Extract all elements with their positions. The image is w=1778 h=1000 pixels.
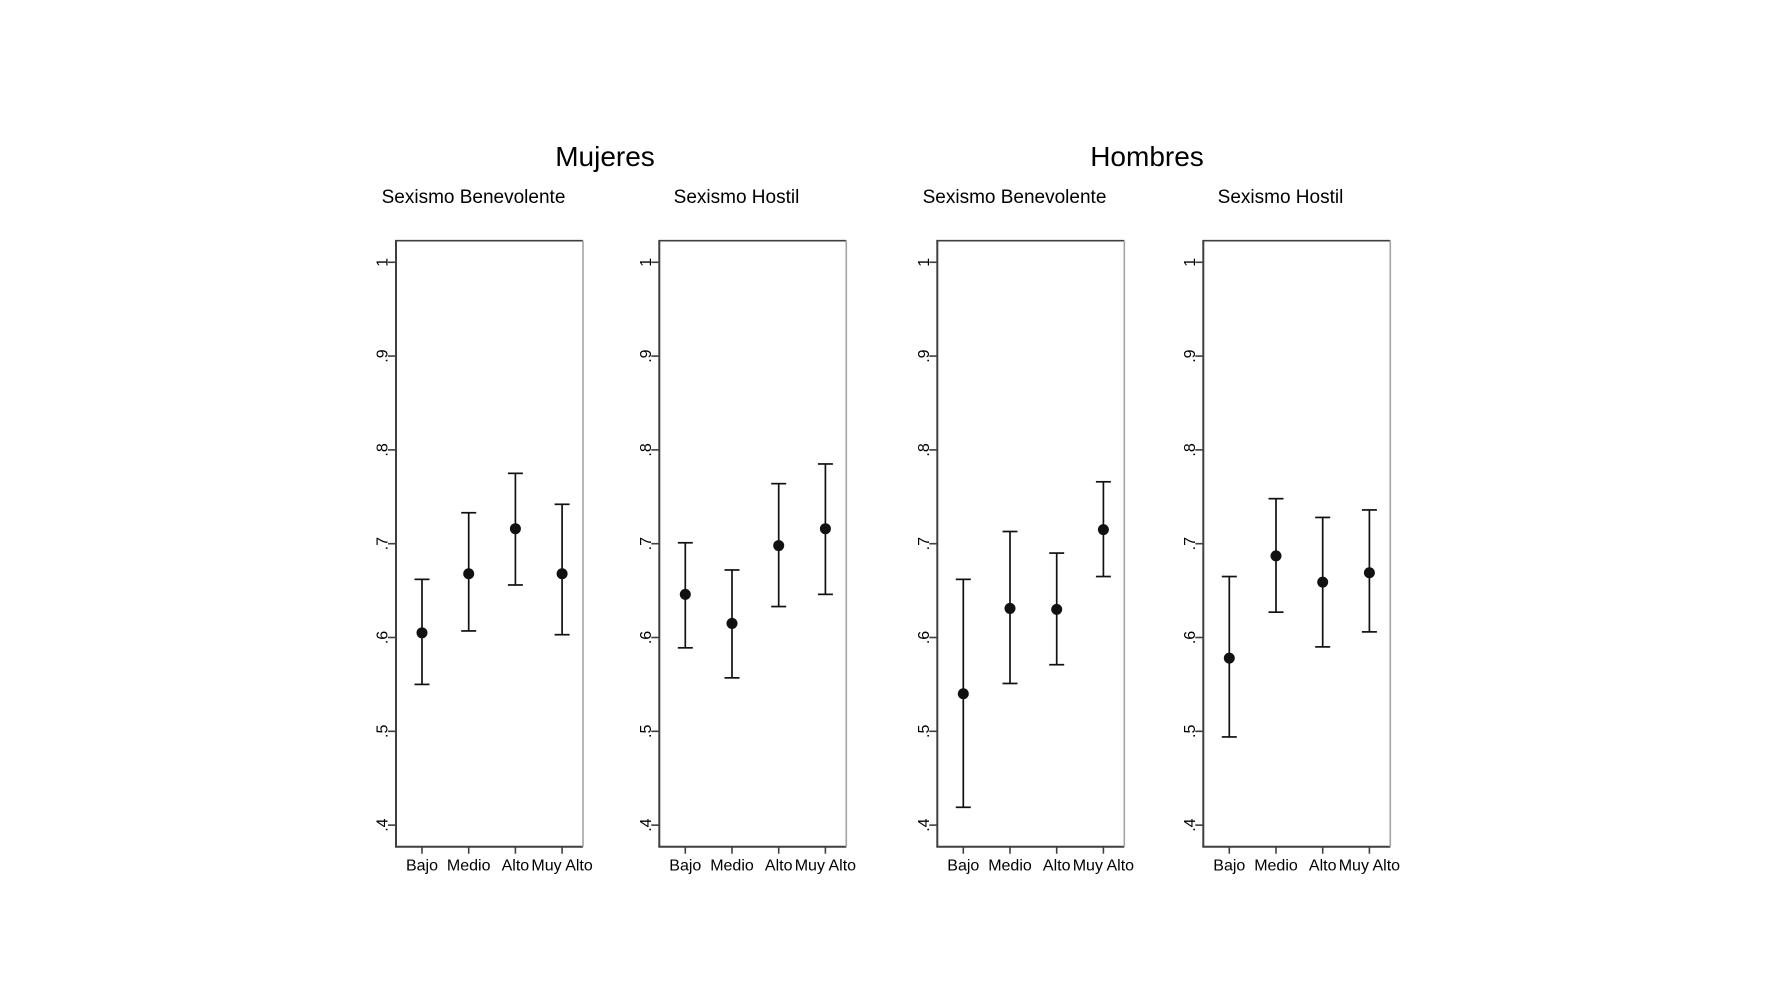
data-point: [463, 568, 475, 580]
data-point: [509, 523, 521, 535]
data-point: [556, 568, 568, 580]
y-tick-label: .7: [375, 537, 392, 550]
y-tick-label: .6: [916, 631, 933, 644]
y-tick-label: .8: [916, 443, 933, 456]
data-point: [1317, 576, 1329, 588]
y-tick-label: .8: [638, 443, 655, 456]
data-point: [679, 588, 691, 600]
y-tick-label: .5: [375, 725, 392, 738]
y-tick-label: 1: [916, 258, 933, 267]
x-tick-label: Bajo: [947, 858, 979, 875]
y-tick-label: .4: [1182, 818, 1199, 831]
data-point: [1004, 602, 1016, 614]
panel-title-hombres-benevolente: Sexismo Benevolente: [922, 187, 1107, 208]
y-tick-label: .4: [375, 818, 392, 831]
y-tick-label: .8: [375, 443, 392, 456]
x-tick-label: Alto: [1309, 858, 1337, 875]
y-tick-label: .7: [916, 537, 933, 550]
y-tick-label: .8: [1182, 443, 1199, 456]
y-tick-label: .6: [1182, 631, 1199, 644]
x-tick-label: Muy Alto: [1339, 858, 1400, 875]
data-point: [819, 523, 831, 535]
y-tick-label: .7: [638, 537, 655, 550]
y-tick-label: .5: [638, 725, 655, 738]
y-tick-label: .5: [916, 725, 933, 738]
x-tick-label: Medio: [988, 858, 1032, 875]
x-tick-label: Bajo: [406, 858, 438, 875]
x-tick-label: Bajo: [1213, 858, 1245, 875]
y-tick-label: .6: [375, 631, 392, 644]
data-point: [773, 540, 785, 552]
data-point: [1051, 603, 1063, 615]
panel-title-mujeres-benevolente: Sexismo Benevolente: [381, 187, 566, 208]
panel-title-hombres-hostil: Sexismo Hostil: [1217, 187, 1344, 208]
y-tick-label: .9: [638, 349, 655, 362]
panel-title-mujeres-hostil: Sexismo Hostil: [673, 187, 800, 208]
y-tick-label: .7: [1182, 537, 1199, 550]
group-title-mujeres: Mujeres: [555, 141, 655, 172]
data-point: [1223, 652, 1235, 664]
y-tick-label: 1: [1182, 258, 1199, 267]
x-tick-label: Medio: [710, 858, 754, 875]
group-title-hombres: Hombres: [1090, 141, 1204, 172]
x-tick-label: Muy Alto: [1073, 858, 1134, 875]
x-tick-label: Alto: [765, 858, 793, 875]
x-tick-label: Alto: [1043, 858, 1071, 875]
data-point: [1270, 550, 1282, 562]
data-point: [1363, 567, 1375, 579]
data-point: [726, 617, 738, 629]
data-point: [1097, 524, 1109, 536]
y-tick-label: .6: [638, 631, 655, 644]
data-point: [957, 688, 969, 700]
y-tick-label: 1: [638, 258, 655, 267]
x-tick-label: Muy Alto: [531, 858, 592, 875]
y-tick-label: .4: [638, 818, 655, 831]
x-tick-label: Alto: [502, 858, 530, 875]
x-tick-label: Medio: [1254, 858, 1298, 875]
y-tick-label: .9: [375, 349, 392, 362]
x-tick-label: Muy Alto: [795, 858, 856, 875]
y-tick-label: .4: [916, 818, 933, 831]
x-tick-label: Bajo: [669, 858, 701, 875]
data-point: [416, 627, 428, 639]
y-tick-label: .5: [1182, 725, 1199, 738]
y-tick-label: .9: [1182, 349, 1199, 362]
x-tick-label: Medio: [447, 858, 491, 875]
y-tick-label: 1: [375, 258, 392, 267]
y-tick-label: .9: [916, 349, 933, 362]
